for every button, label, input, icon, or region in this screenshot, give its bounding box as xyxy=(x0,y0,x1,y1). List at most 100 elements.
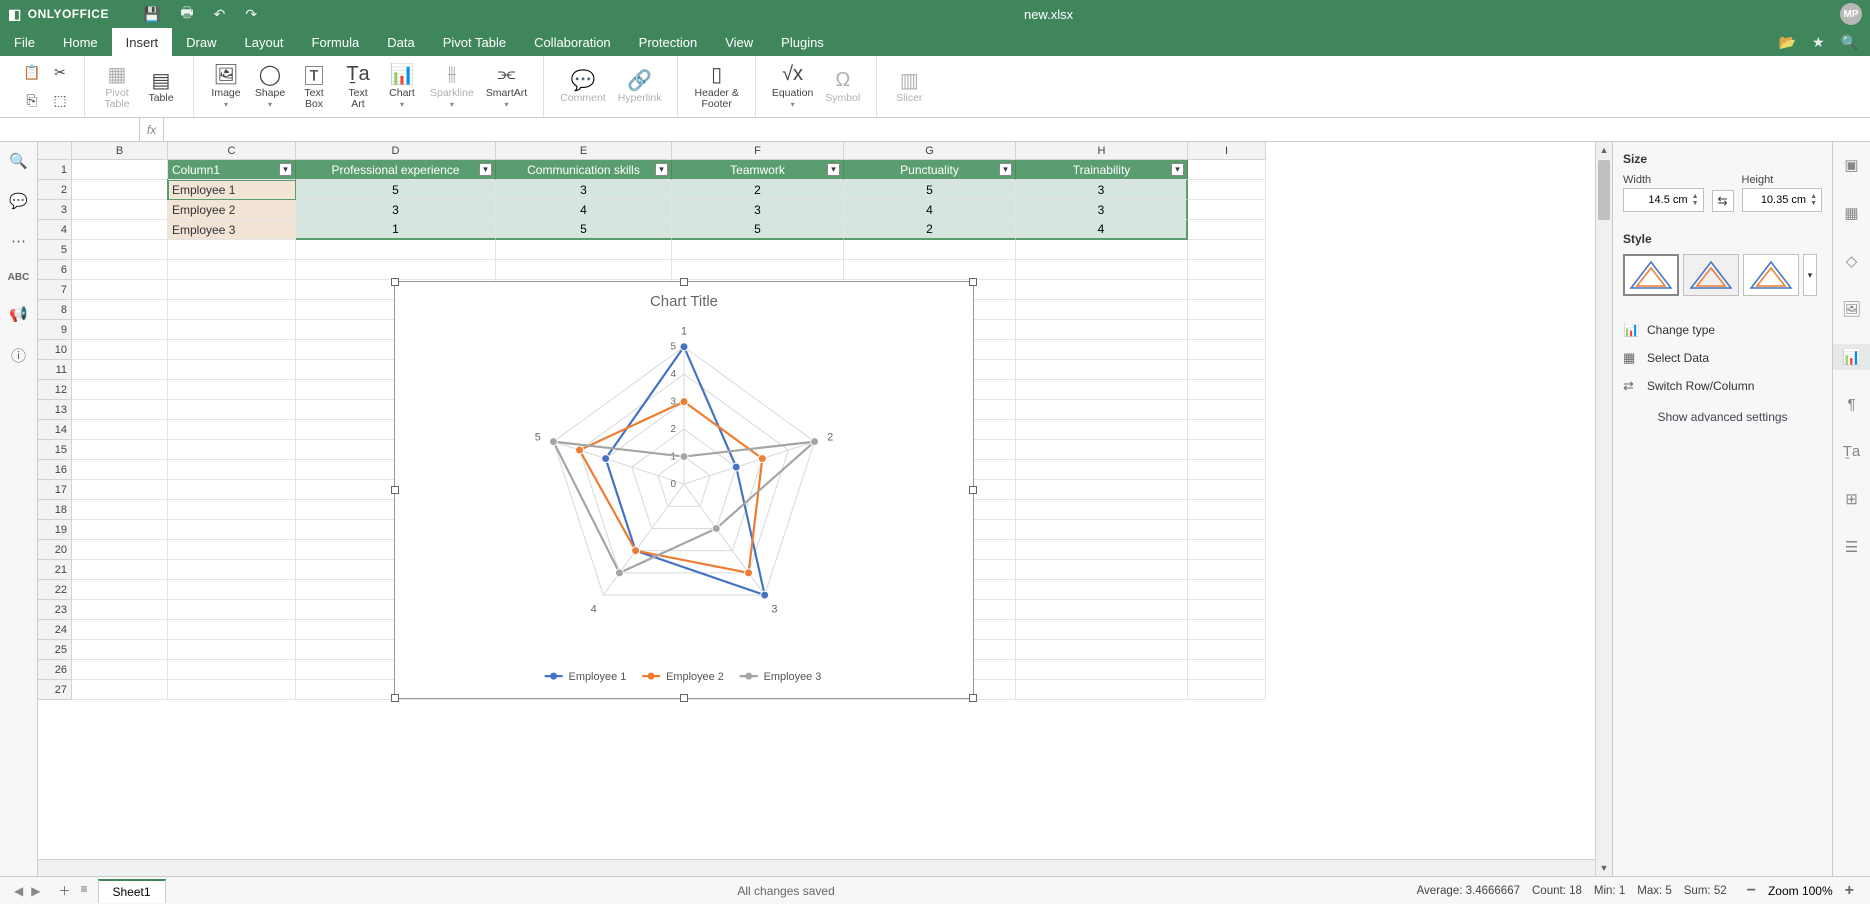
cell-H9[interactable] xyxy=(1016,320,1188,340)
cell-E4[interactable]: 5 xyxy=(496,220,672,240)
spellcheck-icon[interactable]: ABC xyxy=(8,272,30,283)
cell-C21[interactable] xyxy=(168,560,296,580)
row-header-3[interactable]: 3 xyxy=(38,200,72,220)
cell-B8[interactable] xyxy=(72,300,168,320)
cell-C17[interactable] xyxy=(168,480,296,500)
col-header-C[interactable]: C xyxy=(168,142,296,160)
style-thumb-1[interactable] xyxy=(1623,254,1679,296)
cell-B24[interactable] xyxy=(72,620,168,640)
cell-I9[interactable] xyxy=(1188,320,1266,340)
cell-I19[interactable] xyxy=(1188,520,1266,540)
cell-B10[interactable] xyxy=(72,340,168,360)
cell-I23[interactable] xyxy=(1188,600,1266,620)
cell-C18[interactable] xyxy=(168,500,296,520)
filter-dropdown-icon[interactable]: ▾ xyxy=(279,163,292,176)
cell-B16[interactable] xyxy=(72,460,168,480)
cell-C9[interactable] xyxy=(168,320,296,340)
menu-formula[interactable]: Formula xyxy=(298,28,374,56)
cell-B2[interactable] xyxy=(72,180,168,200)
cell-C22[interactable] xyxy=(168,580,296,600)
table-settings-icon[interactable]: ▦ xyxy=(1833,200,1870,226)
pivot-settings-icon[interactable]: ⊞ xyxy=(1833,486,1870,512)
cell-D4[interactable]: 1 xyxy=(296,220,496,240)
cell-F4[interactable]: 5 xyxy=(672,220,844,240)
folder-icon[interactable]: 📂 xyxy=(1779,34,1796,51)
cell-H23[interactable] xyxy=(1016,600,1188,620)
cell-C10[interactable] xyxy=(168,340,296,360)
smartart-button[interactable]: ⫘SmartArt▾ xyxy=(480,62,533,112)
cell-F1[interactable]: Teamwork▾ xyxy=(672,160,844,180)
cell-C20[interactable] xyxy=(168,540,296,560)
col-header-H[interactable]: H xyxy=(1016,142,1188,160)
row-header-18[interactable]: 18 xyxy=(38,500,72,520)
cell-C27[interactable] xyxy=(168,680,296,700)
zoom-in-button[interactable]: + xyxy=(1845,882,1854,900)
col-header-D[interactable]: D xyxy=(296,142,496,160)
row-header-25[interactable]: 25 xyxy=(38,640,72,660)
row-header-8[interactable]: 8 xyxy=(38,300,72,320)
sheet-add-icon[interactable]: ＋ xyxy=(58,882,70,899)
cell-B19[interactable] xyxy=(72,520,168,540)
cell-H7[interactable] xyxy=(1016,280,1188,300)
row-header-7[interactable]: 7 xyxy=(38,280,72,300)
paragraph-settings-icon[interactable]: ¶ xyxy=(1833,392,1870,417)
scroll-down-icon[interactable]: ▼ xyxy=(1596,860,1612,876)
cell-B23[interactable] xyxy=(72,600,168,620)
shape-button[interactable]: ◯Shape▾ xyxy=(248,62,292,112)
cell-C23[interactable] xyxy=(168,600,296,620)
cell-B6[interactable] xyxy=(72,260,168,280)
cell-H21[interactable] xyxy=(1016,560,1188,580)
save-icon[interactable]: 💾 xyxy=(143,6,160,23)
cell-H27[interactable] xyxy=(1016,680,1188,700)
symbol-button[interactable]: ΩSymbol xyxy=(819,67,866,106)
cell-C2[interactable]: Employee 1 xyxy=(168,180,296,200)
sheet-tab[interactable]: Sheet1 xyxy=(98,879,166,903)
cell-B11[interactable] xyxy=(72,360,168,380)
row-header-10[interactable]: 10 xyxy=(38,340,72,360)
cell-B26[interactable] xyxy=(72,660,168,680)
cell-C11[interactable] xyxy=(168,360,296,380)
cell-G1[interactable]: Punctuality▾ xyxy=(844,160,1016,180)
menu-draw[interactable]: Draw xyxy=(172,28,230,56)
sheet-list-icon[interactable]: ≡ xyxy=(80,882,87,899)
cell-B15[interactable] xyxy=(72,440,168,460)
row-header-14[interactable]: 14 xyxy=(38,420,72,440)
col-header-E[interactable]: E xyxy=(496,142,672,160)
cell-C5[interactable] xyxy=(168,240,296,260)
row-header-27[interactable]: 27 xyxy=(38,680,72,700)
cell-C19[interactable] xyxy=(168,520,296,540)
cell-I22[interactable] xyxy=(1188,580,1266,600)
row-header-20[interactable]: 20 xyxy=(38,540,72,560)
cell-I26[interactable] xyxy=(1188,660,1266,680)
image-button[interactable]: 🖼Image▾ xyxy=(204,62,248,112)
col-header-G[interactable]: G xyxy=(844,142,1016,160)
cell-I5[interactable] xyxy=(1188,240,1266,260)
zoom-out-button[interactable]: − xyxy=(1747,882,1756,900)
cell-B22[interactable] xyxy=(72,580,168,600)
cell-I21[interactable] xyxy=(1188,560,1266,580)
cut-icon[interactable]: ✂ xyxy=(50,63,70,83)
cell-C25[interactable] xyxy=(168,640,296,660)
copy-icon[interactable]: ⎘ xyxy=(22,91,42,111)
cell-I2[interactable] xyxy=(1188,180,1266,200)
cell-I6[interactable] xyxy=(1188,260,1266,280)
horizontal-scrollbar[interactable] xyxy=(38,859,1595,876)
cell-B21[interactable] xyxy=(72,560,168,580)
row-header-22[interactable]: 22 xyxy=(38,580,72,600)
user-avatar[interactable]: MP xyxy=(1840,3,1862,25)
cell-I24[interactable] xyxy=(1188,620,1266,640)
cell-D2[interactable]: 5 xyxy=(296,180,496,200)
vertical-scrollbar[interactable]: ▲ ▼ xyxy=(1595,142,1612,876)
chart-button[interactable]: 📊Chart▾ xyxy=(380,62,424,112)
cell-H26[interactable] xyxy=(1016,660,1188,680)
about-icon[interactable]: ⓘ xyxy=(11,345,26,366)
textart-settings-icon[interactable]: Ṯa xyxy=(1833,439,1870,464)
row-header-24[interactable]: 24 xyxy=(38,620,72,640)
cell-H12[interactable] xyxy=(1016,380,1188,400)
sparkline-button[interactable]: ⫵Sparkline▾ xyxy=(424,62,480,112)
cell-H13[interactable] xyxy=(1016,400,1188,420)
cell-F6[interactable] xyxy=(672,260,844,280)
comments-icon[interactable]: 💬 xyxy=(9,192,28,210)
cell-H2[interactable]: 3 xyxy=(1016,180,1188,200)
cell-I10[interactable] xyxy=(1188,340,1266,360)
